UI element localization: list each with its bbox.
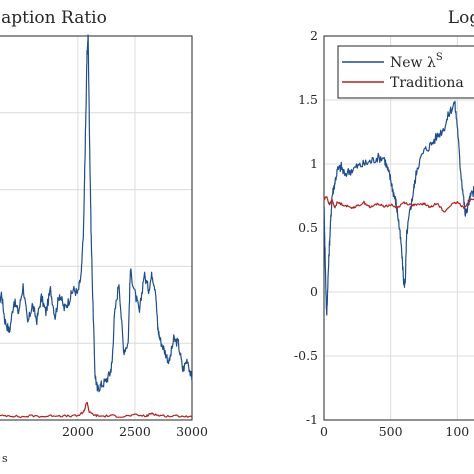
left-series-line-1: [0, 401, 193, 419]
left-title: aption Ratio: [1, 8, 107, 28]
legend-entry-new-label: New λ: [390, 55, 436, 71]
right-series-line-0: [323, 100, 474, 316]
right-ytick-label: 0: [310, 284, 318, 299]
right-ytick-label: 1.5: [298, 92, 318, 107]
left-xtick-label: 3000: [176, 424, 208, 439]
left-xtick-label: 2500: [119, 424, 151, 439]
left-series-line-0: [0, 34, 193, 393]
legend-entry-traditional: Traditiona: [390, 75, 464, 91]
right-ytick-label: 2: [310, 28, 318, 43]
right-xtick-label: 100: [445, 424, 469, 439]
left-xtick-label: 2000: [62, 424, 94, 439]
left-chart: 2000 2500 3000 aption Ratio s: [0, 8, 208, 465]
right-chart: 0 500 100 2 1.5 1 0.5 0 -0.5 -1 Log New λS Tradit…: [294, 8, 474, 439]
left-series: [0, 34, 193, 419]
right-series-line-1: [323, 196, 474, 213]
left-grid: [0, 36, 193, 420]
right-xtick-label: 500: [379, 424, 403, 439]
left-ticks: 2000 2500 3000: [62, 424, 208, 439]
legend-entry-new: New λS: [390, 52, 443, 71]
legend-box: [337, 45, 474, 99]
left-axes-box: [0, 35, 193, 421]
right-ytick-label: -1: [306, 412, 318, 427]
legend-entry-new-sup: S: [436, 52, 443, 63]
right-title: Log: [448, 8, 474, 28]
right-series: [323, 100, 474, 316]
legend: New λS Traditiona: [337, 45, 474, 99]
right-ytick-label: 0.5: [298, 220, 318, 235]
right-ytick-label: 1: [310, 156, 318, 171]
right-ticks: 0 500 100 2 1.5 1 0.5 0 -0.5 -1: [294, 28, 469, 439]
right-xtick-label: 0: [320, 424, 328, 439]
right-ytick-label: -0.5: [294, 348, 318, 363]
left-xlabel: s: [2, 452, 8, 465]
